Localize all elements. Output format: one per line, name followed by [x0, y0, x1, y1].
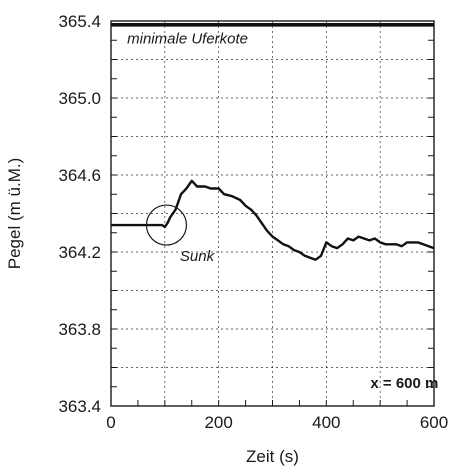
y-tick-label: 363.8 [58, 320, 101, 339]
y-tick-label: 364.6 [58, 166, 101, 185]
x-tick-label: 0 [106, 413, 115, 432]
annotation-sunk: Sunk [180, 248, 216, 265]
grid [111, 21, 434, 406]
y-tick-label: 364.2 [58, 243, 101, 262]
series-layer [111, 23, 435, 261]
sunk-circle [145, 204, 188, 246]
x-tick-label: 200 [204, 413, 232, 432]
x-tick-label: 600 [420, 413, 448, 432]
minor-ticks [111, 39, 434, 406]
x-tick-labels: 0 200 400 600 [106, 413, 448, 432]
annotation-minimale-uferkote: minimale Uferkote [127, 30, 248, 47]
y-tick-label: 365.4 [58, 12, 101, 31]
plot-frame [110, 20, 435, 407]
y-tick-labels: 363.4 363.8 364.2 364.6 365.0 365.4 [58, 12, 101, 416]
y-tick-label: 363.4 [58, 397, 101, 416]
series-pegel-line [111, 179, 435, 261]
y-tick-label: 365.0 [58, 89, 101, 108]
x-tick-label: 400 [312, 413, 340, 432]
y-axis-label: Pegel (m ü.M.) [5, 158, 24, 269]
x-axis-label: Zeit (s) [246, 447, 299, 466]
annotation-position: x = 600 m [370, 375, 438, 392]
